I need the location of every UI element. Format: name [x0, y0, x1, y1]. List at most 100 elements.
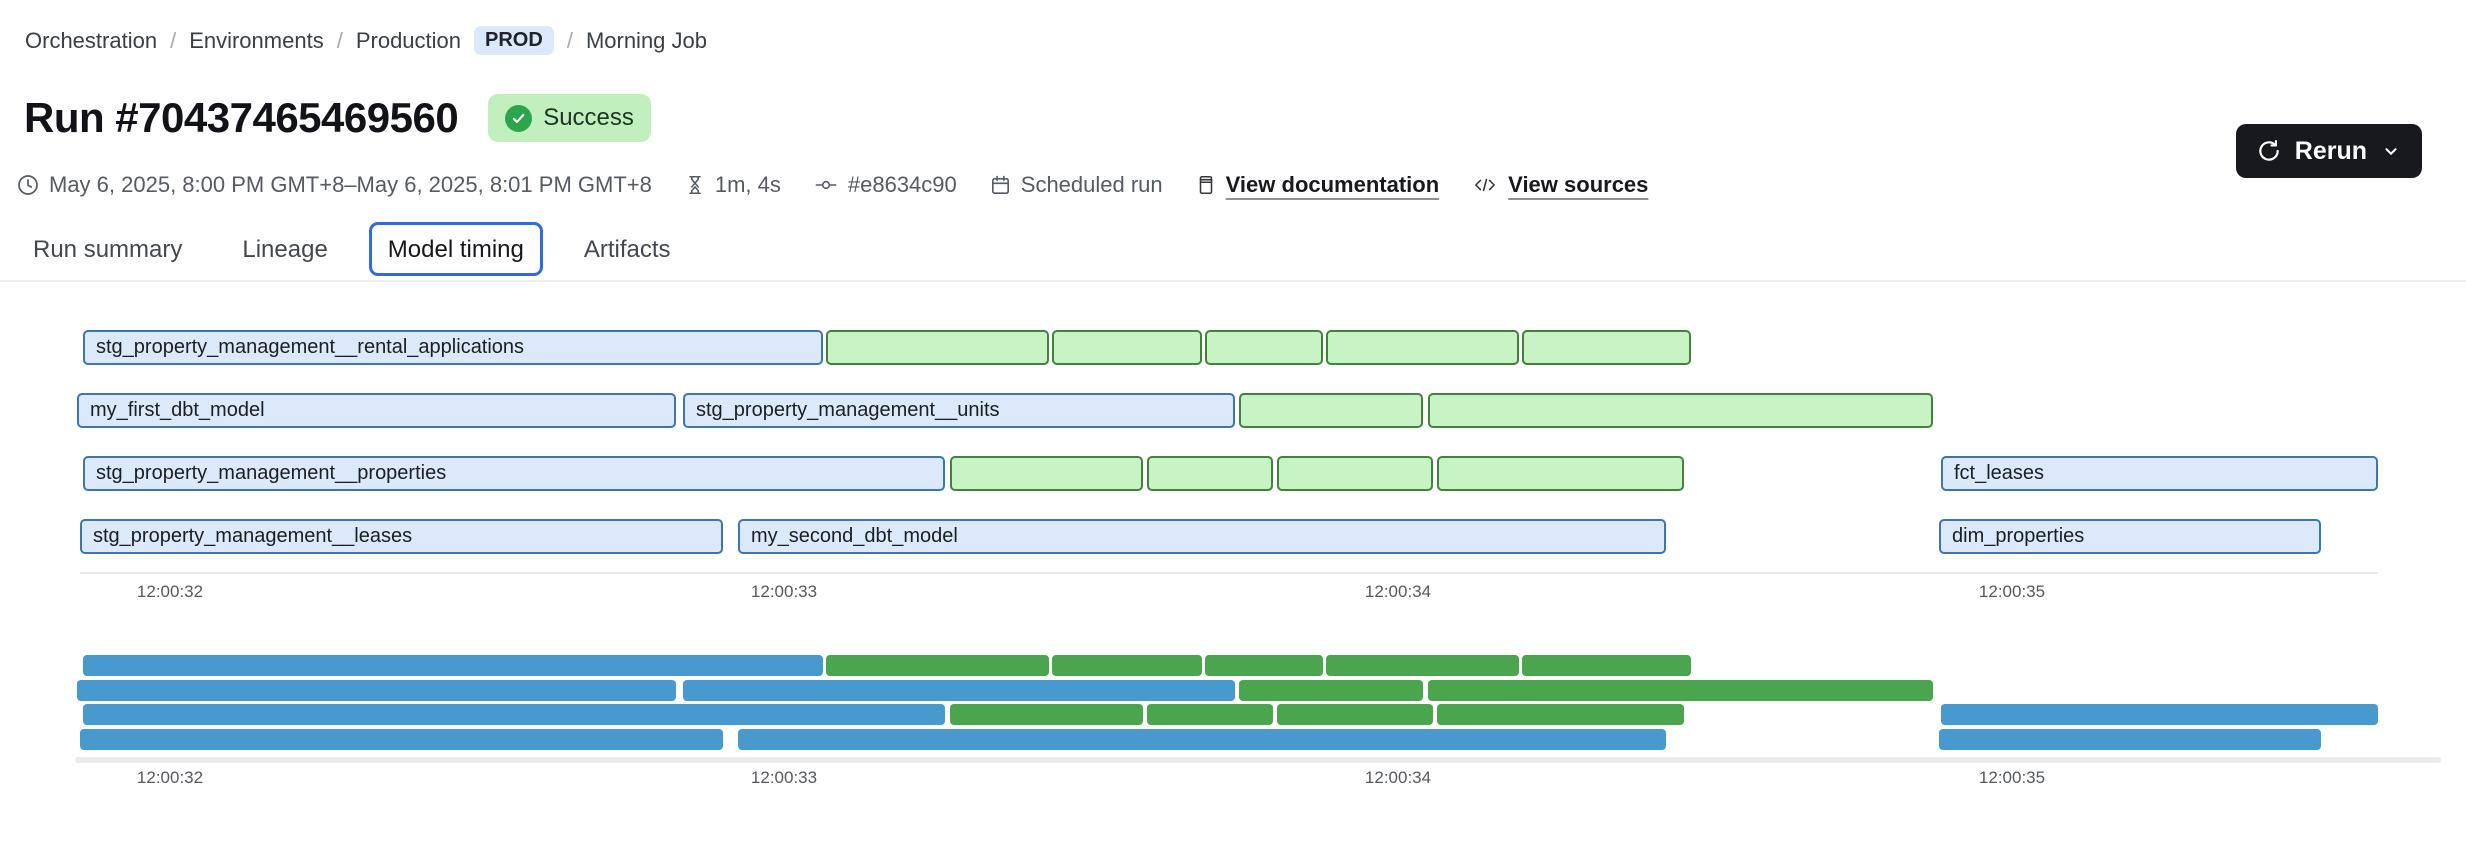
axis-tick-label: 12:00:32: [136, 582, 204, 601]
minimap-bar: [1052, 655, 1202, 676]
gantt-bar[interactable]: stg_property_management__properties: [83, 456, 945, 491]
run-meta-row: May 6, 2025, 8:00 PM GMT+8–May 6, 2025, …: [16, 172, 1648, 198]
minimap-bar: [1939, 729, 2321, 750]
minimap-bar: [738, 729, 1666, 750]
breadcrumb-item-morning-job[interactable]: Morning Job: [585, 27, 708, 53]
gantt-bar[interactable]: my_first_dbt_model: [77, 393, 676, 428]
breadcrumb-item-orchestration[interactable]: Orchestration: [25, 27, 158, 53]
view-documentation-link[interactable]: View documentation: [1225, 172, 1440, 197]
tab-bar: Run summary Lineage Model timing Artifac…: [14, 222, 690, 276]
calendar-icon: [989, 173, 1012, 197]
gantt-bar-label: dim_properties: [1952, 525, 2085, 547]
gantt-bar[interactable]: stg_property_management__units: [683, 393, 1235, 428]
run-time-range: May 6, 2025, 8:00 PM GMT+8–May 6, 2025, …: [16, 172, 652, 198]
gantt-bar[interactable]: [1326, 330, 1519, 365]
gantt-bar[interactable]: stg_property_management__leases: [80, 519, 723, 554]
commit-hash: #e8634c90: [813, 172, 957, 198]
minimap-brush[interactable]: [75, 757, 2441, 763]
gantt-bar[interactable]: [1437, 456, 1684, 491]
minimap-bar: [83, 704, 945, 725]
document-icon: [1195, 172, 1217, 198]
breadcrumb-item-production[interactable]: Production: [355, 27, 462, 53]
gantt-bar[interactable]: fct_leases: [1941, 456, 2378, 491]
gantt-bar[interactable]: dim_properties: [1939, 519, 2321, 554]
gantt-bar[interactable]: [1522, 330, 1691, 365]
run-duration: 1m, 4s: [684, 172, 781, 198]
breadcrumb-separator: /: [566, 27, 573, 53]
gantt-bar-label: stg_property_management__properties: [96, 462, 447, 484]
run-trigger-text: Scheduled run: [1020, 172, 1163, 197]
gantt-bar[interactable]: stg_property_management__rental_applicat…: [83, 330, 823, 365]
run-time-range-text: May 6, 2025, 8:00 PM GMT+8–May 6, 2025, …: [49, 172, 652, 197]
view-sources-link[interactable]: View sources: [1508, 172, 1649, 197]
breadcrumb: Orchestration / Environments / Productio…: [25, 26, 707, 55]
axis-tick-label: 12:00:33: [750, 582, 818, 601]
minimap-bar: [1522, 655, 1691, 676]
axis-tick-label: 12:00:34: [1364, 768, 1432, 787]
run-header: Run #70437465469560 Success: [24, 94, 651, 142]
run-trigger: Scheduled run: [989, 172, 1163, 198]
status-label: Success: [543, 104, 634, 131]
gantt-bar[interactable]: [1239, 393, 1423, 428]
minimap-bar: [1941, 704, 2378, 725]
view-sources[interactable]: View sources: [1471, 172, 1648, 198]
tab-lineage[interactable]: Lineage: [242, 236, 328, 263]
gantt-bar-label: stg_property_management__rental_applicat…: [96, 336, 525, 358]
minimap-bar: [1428, 680, 1933, 701]
chevron-down-icon[interactable]: [2380, 140, 2402, 162]
minimap-bar: [1239, 680, 1423, 701]
gantt-bar[interactable]: [1052, 330, 1202, 365]
gantt-bar[interactable]: [1147, 456, 1273, 491]
axis-tick-label: 12:00:33: [750, 768, 818, 787]
check-circle-icon: [505, 104, 533, 132]
breadcrumb-separator: /: [170, 27, 177, 53]
model-timing-gantt: stg_property_management__rental_applicat…: [0, 330, 2466, 556]
gantt-bar-label: stg_property_management__units: [696, 399, 1000, 421]
axis-tick-label: 12:00:34: [1364, 582, 1432, 601]
tab-run-summary[interactable]: Run summary: [33, 236, 183, 263]
gantt-bar-label: my_second_dbt_model: [751, 525, 958, 547]
axis-tick-label: 12:00:35: [1978, 582, 2046, 601]
hourglass-icon: [684, 173, 706, 197]
tab-model-timing[interactable]: Model timing: [368, 222, 543, 276]
breadcrumb-item-environments[interactable]: Environments: [189, 27, 324, 53]
axis-tick-label: 12:00:32: [136, 768, 204, 787]
minimap-bar: [683, 680, 1235, 701]
gantt-bar-label: fct_leases: [1954, 462, 2045, 484]
minimap-bar: [1205, 655, 1323, 676]
gantt-bar[interactable]: [1428, 393, 1933, 428]
minimap-bar: [1437, 704, 1684, 725]
status-badge: Success: [488, 94, 651, 142]
commit-hash-text: #e8634c90: [847, 172, 957, 197]
minimap-bar: [950, 704, 1143, 725]
breadcrumb-separator: /: [336, 27, 343, 53]
minimap-bar: [77, 680, 676, 701]
minimap-axis: 12:00:32 12:00:33 12:00:34 12:00:35: [0, 768, 2466, 792]
rerun-button[interactable]: Rerun: [2235, 124, 2422, 178]
gantt-bar[interactable]: [1277, 456, 1433, 491]
rerun-button-label: Rerun: [2294, 136, 2367, 165]
minimap-bar: [1326, 655, 1519, 676]
minimap-bar: [826, 655, 1049, 676]
axis-tick-label: 12:00:35: [1978, 768, 2046, 787]
environment-badge: PROD: [474, 26, 554, 55]
code-icon: [1471, 174, 1499, 196]
view-documentation[interactable]: View documentation: [1195, 172, 1440, 198]
gantt-bar[interactable]: my_second_dbt_model: [738, 519, 1666, 554]
gantt-bar[interactable]: [950, 456, 1143, 491]
clock-icon: [16, 173, 40, 197]
gantt-bar[interactable]: [826, 330, 1049, 365]
minimap-bar: [83, 655, 823, 676]
gantt-bar-label: my_first_dbt_model: [90, 399, 265, 421]
gantt-axis-line: [80, 572, 2378, 574]
tab-artifacts[interactable]: Artifacts: [583, 236, 671, 263]
minimap-bar: [1277, 704, 1433, 725]
minimap-bar: [80, 729, 723, 750]
minimap-bar: [1147, 704, 1273, 725]
gantt-axis: 12:00:32 12:00:33 12:00:34 12:00:35: [0, 582, 2466, 606]
gantt-bar-label: stg_property_management__leases: [93, 525, 413, 547]
run-duration-text: 1m, 4s: [714, 172, 781, 197]
refresh-icon: [2256, 138, 2282, 164]
gantt-bar[interactable]: [1205, 330, 1323, 365]
commit-icon: [813, 174, 839, 196]
